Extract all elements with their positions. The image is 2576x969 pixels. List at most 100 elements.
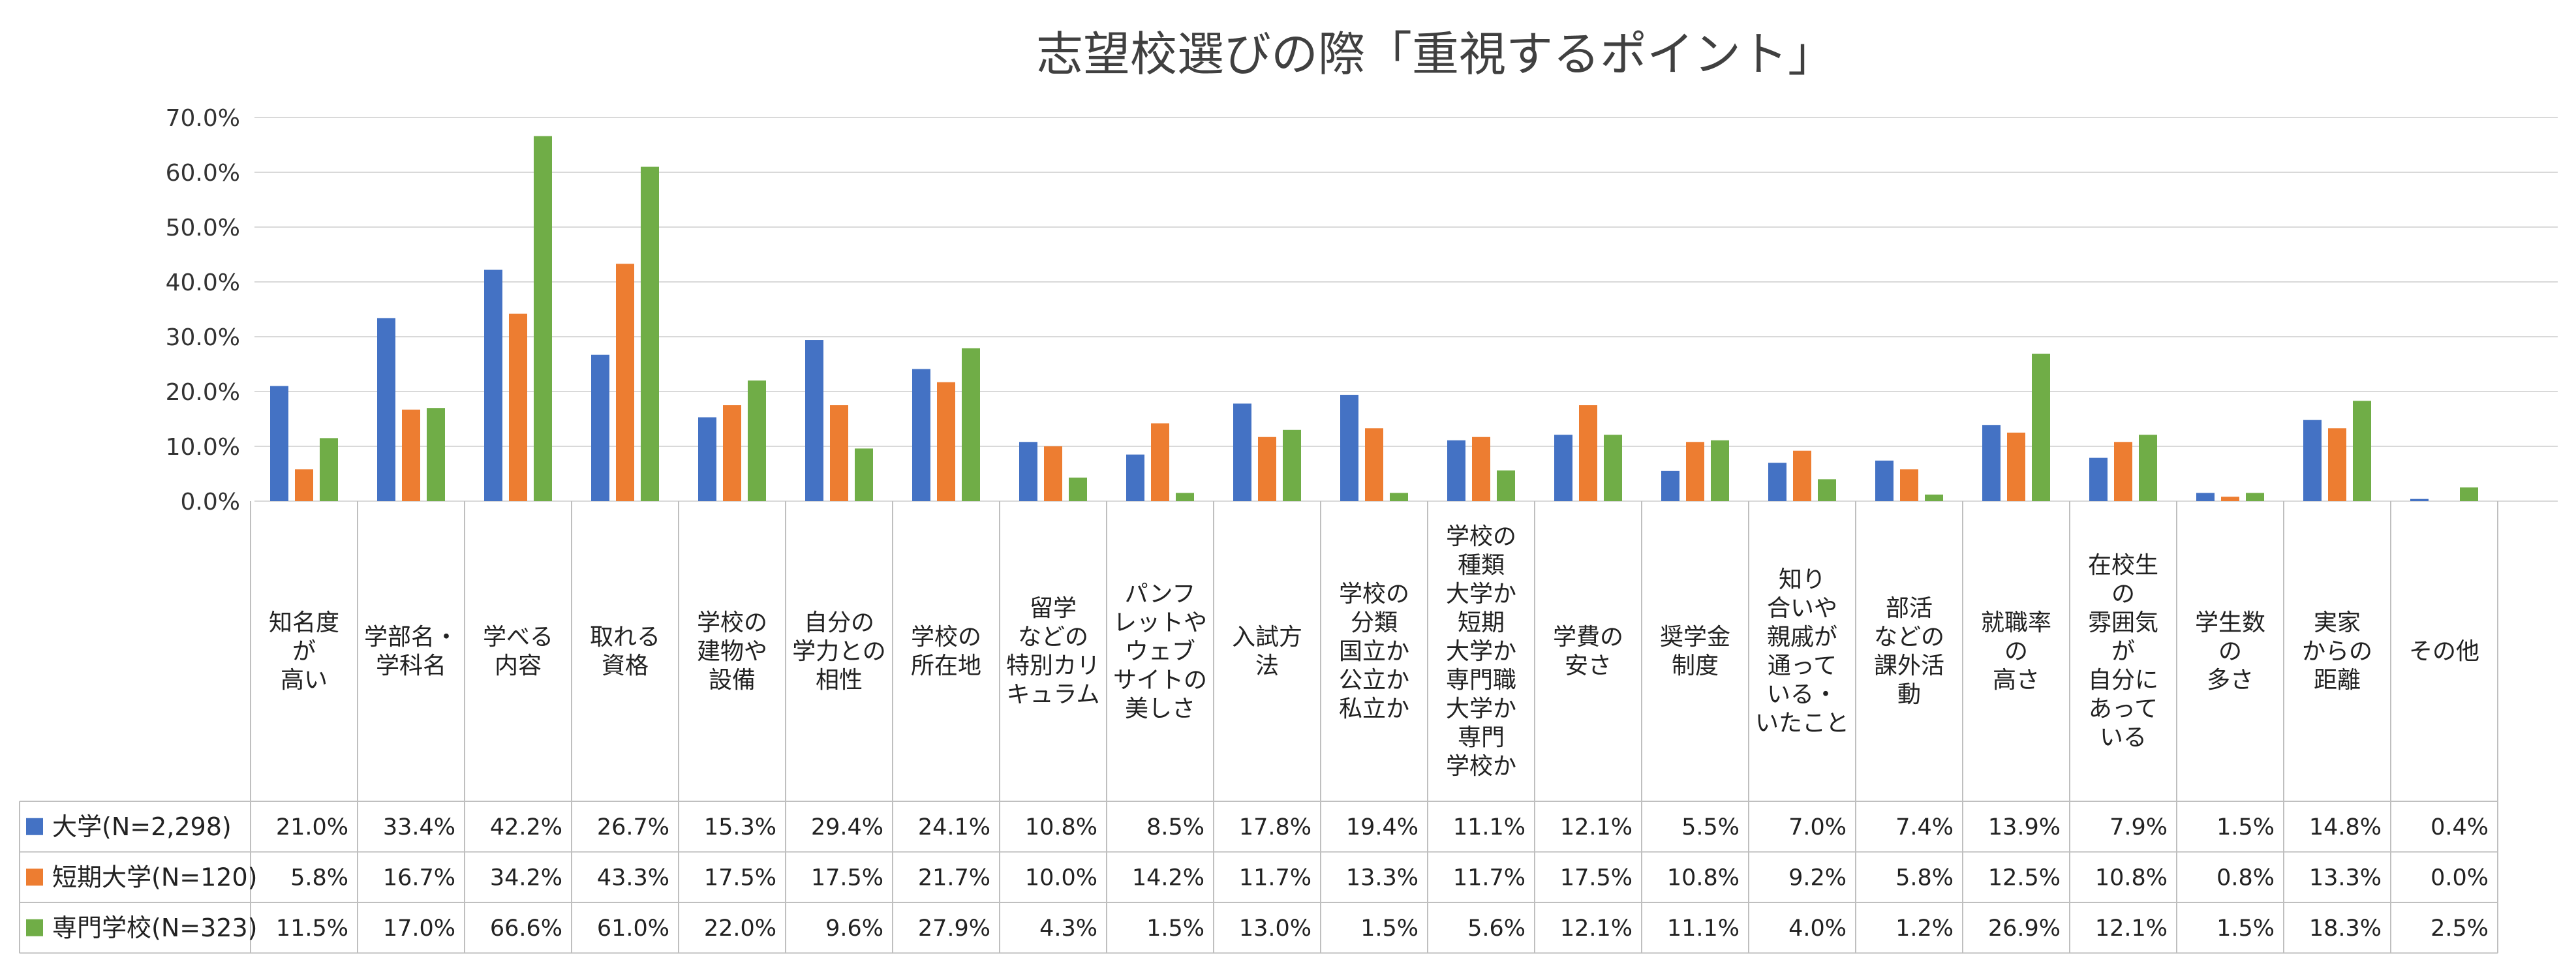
bar <box>1686 442 1704 501</box>
category-label: いたこと <box>1755 710 1849 737</box>
bar <box>2460 487 2478 501</box>
category-label: 課外活 <box>1874 653 1944 679</box>
value-label: 43.3% <box>597 865 669 891</box>
bar <box>641 166 659 502</box>
category-label: 学科名 <box>376 653 446 679</box>
value-label: 42.2% <box>490 814 562 840</box>
bar <box>1340 395 1358 501</box>
value-label: 29.4% <box>811 814 883 840</box>
series-name: 短期大学(N=120) <box>52 863 257 891</box>
value-label: 5.5% <box>1681 814 1740 840</box>
category-label: 親戚が <box>1767 624 1837 651</box>
bar <box>937 382 955 501</box>
y-axis: 0.0% 10.0% 20.0% 30.0% 40.0% 50.0% 60.0% 70.0% <box>166 105 240 515</box>
bar <box>1818 479 1836 501</box>
value-label: 11.5% <box>276 915 348 942</box>
bar <box>1925 494 1943 501</box>
value-label: 10.8% <box>1025 814 1097 840</box>
value-label: 13.9% <box>1988 814 2061 840</box>
category-label: 資格 <box>602 653 649 679</box>
category-label: 自分の <box>804 609 874 636</box>
value-label: 22.0% <box>704 915 776 942</box>
bar <box>1447 440 1465 501</box>
bar <box>723 405 741 501</box>
category-label: キュラム <box>1007 681 1100 708</box>
value-label: 0.4% <box>2430 814 2489 840</box>
bar <box>748 380 766 501</box>
series-name: 専門学校(N=323) <box>52 914 257 942</box>
value-label: 14.8% <box>2309 814 2382 840</box>
bar <box>2114 442 2132 501</box>
category-label: 就職率 <box>1981 609 2051 636</box>
value-label: 10.0% <box>1025 865 1097 891</box>
category-label: 美しさ <box>1125 696 1195 722</box>
bar <box>484 269 502 501</box>
y-tick-label: 40.0% <box>166 269 240 296</box>
category-label: 学力との <box>792 638 886 665</box>
category-label: いる <box>2100 724 2147 751</box>
bar <box>270 386 288 501</box>
value-label: 12.5% <box>1988 865 2061 891</box>
bar <box>2089 457 2108 501</box>
value-label: 0.8% <box>2216 865 2275 891</box>
category-label: 留学 <box>1030 595 1077 622</box>
y-tick-label: 60.0% <box>166 160 240 187</box>
value-label: 15.3% <box>704 814 776 840</box>
value-label: 34.2% <box>490 865 562 891</box>
value-label: 1.2% <box>1895 915 1954 942</box>
category-label: 専門 <box>1458 724 1505 751</box>
bar <box>1390 493 1408 501</box>
value-label: 17.5% <box>1560 865 1633 891</box>
value-label: 11.1% <box>1667 915 1740 942</box>
category-label: 専門職 <box>1446 667 1516 694</box>
bar <box>1472 437 1490 501</box>
value-label: 10.8% <box>1667 865 1740 891</box>
category-label: 学生数 <box>2195 609 2265 636</box>
category-label: 雰囲気 <box>2088 609 2158 636</box>
category-label: 部活 <box>1886 595 1933 622</box>
bar <box>1283 429 1301 501</box>
y-tick-label: 20.0% <box>166 379 240 406</box>
value-label: 26.7% <box>597 814 669 840</box>
y-tick-label: 50.0% <box>166 215 240 241</box>
bar <box>1768 463 1786 501</box>
category-label: 奨学金 <box>1660 624 1730 651</box>
category-label: 相性 <box>816 667 863 694</box>
bar <box>805 340 823 501</box>
value-label: 11.7% <box>1453 865 1526 891</box>
bar <box>427 408 445 501</box>
y-tick-label: 10.0% <box>166 434 240 461</box>
bar <box>2353 401 2371 501</box>
value-label: 27.9% <box>918 915 990 942</box>
category-label: からの <box>2302 638 2372 665</box>
category-label: 取れる <box>590 624 660 651</box>
bar <box>855 448 873 501</box>
category-label: 知名度 <box>269 609 339 636</box>
value-label: 13.3% <box>1346 865 1418 891</box>
value-label: 21.7% <box>918 865 990 891</box>
bar <box>2246 493 2264 501</box>
category-label: いる・ <box>1767 681 1837 708</box>
category-label: 学校の <box>1339 581 1409 608</box>
value-label: 18.3% <box>2309 915 2382 942</box>
category-label: 分類 <box>1351 609 1398 636</box>
bar <box>1711 440 1729 501</box>
bar <box>591 354 609 501</box>
category-label: パンフ <box>1125 581 1196 608</box>
category-label: が <box>2111 638 2135 665</box>
value-label: 11.7% <box>1239 865 1311 891</box>
category-label: 設備 <box>709 667 756 694</box>
category-label: 学校か <box>1446 753 1516 780</box>
category-label: 大学か <box>1446 696 1516 722</box>
category-label: 入試方 <box>1232 624 1302 651</box>
bar <box>2196 493 2215 501</box>
category-label: 短期 <box>1458 609 1505 636</box>
bar <box>1126 454 1144 501</box>
bar <box>1554 435 1572 501</box>
bar <box>2328 428 2346 501</box>
bar <box>1019 442 1037 501</box>
category-label: 特別カリ <box>1006 653 1100 679</box>
value-label: 16.7% <box>383 865 455 891</box>
value-label: 13.0% <box>1239 915 1311 942</box>
bar <box>1982 425 2001 501</box>
